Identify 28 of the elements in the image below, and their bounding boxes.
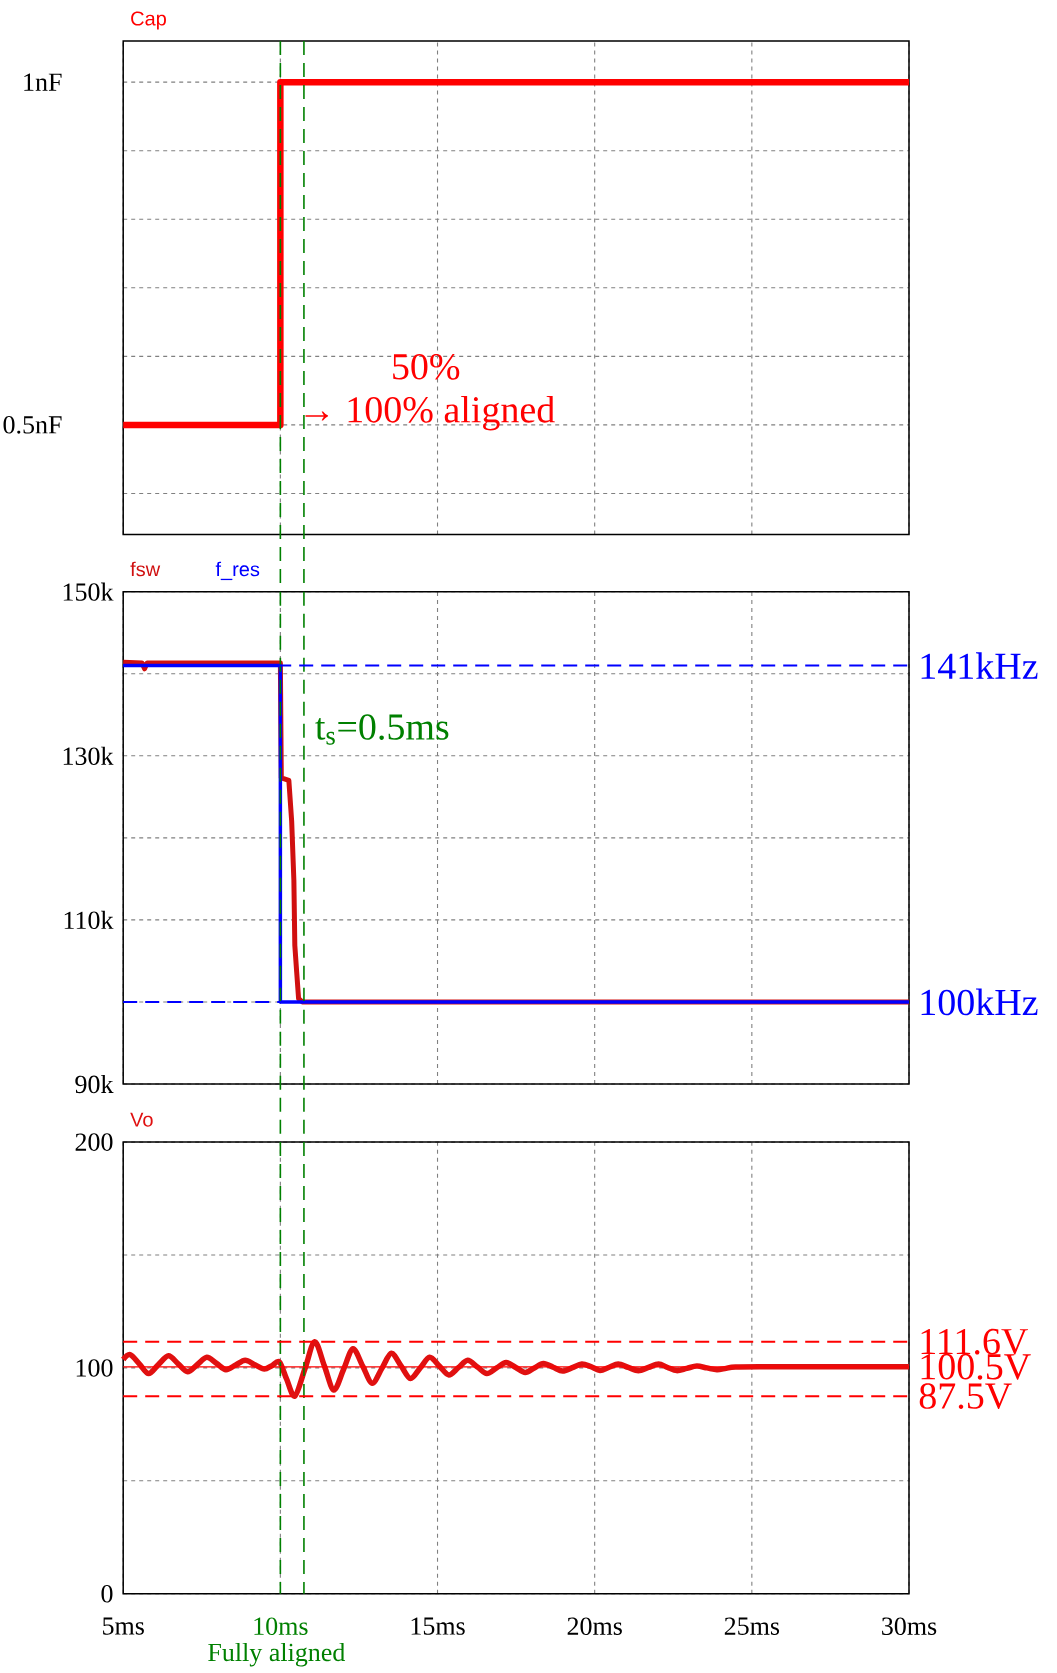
y-tick-label: 0.5nF — [3, 416, 62, 434]
text: f_res — [215, 561, 260, 581]
x-tick-label: 15ms — [411, 1617, 465, 1635]
text: fsw — [130, 561, 161, 577]
text: 141kHz — [921, 652, 1038, 679]
text: 100.5V — [921, 1353, 1031, 1380]
annotation: → 100% aligned — [305, 395, 555, 431]
y-tick-label: 90k — [75, 1074, 114, 1094]
y-tick-label: 0 — [101, 1584, 113, 1603]
annotation: 50% — [393, 353, 460, 380]
y-tick-label: 100 — [76, 1359, 113, 1377]
y-tick-label: 200 — [75, 1133, 113, 1151]
x-tick-label: 30ms — [882, 1617, 937, 1635]
text: Fully aligned — [208, 1642, 346, 1667]
text: 87.5V — [919, 1383, 1012, 1410]
text: 111.6V — [921, 1328, 1028, 1355]
annotation: t$_{s}$=0.5ms — [315, 714, 449, 745]
x-tick-label: 25ms — [724, 1617, 780, 1635]
text: Vo — [130, 1112, 153, 1127]
y-tick-label: 150k — [63, 582, 114, 601]
text: Cap — [131, 11, 166, 30]
y-tick-label: 130k — [63, 746, 114, 765]
y-tick-label: 1nF — [24, 73, 62, 91]
x-tick-label: 10ms — [254, 1617, 308, 1635]
x-tick-label: 20ms — [567, 1617, 622, 1635]
y-tick-label: 110k — [64, 910, 114, 930]
text: 100kHz — [921, 988, 1038, 1016]
x-tick-label: 5ms — [103, 1617, 144, 1635]
